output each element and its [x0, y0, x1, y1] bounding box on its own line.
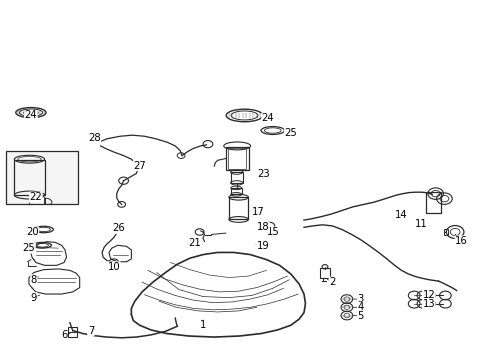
Bar: [68, 327, 77, 337]
Text: 25: 25: [284, 128, 297, 138]
Text: 20: 20: [26, 227, 39, 237]
Bar: [320, 267, 329, 278]
Text: 6: 6: [61, 330, 67, 340]
Text: 12: 12: [422, 291, 434, 301]
Bar: [444, 229, 447, 234]
Text: 28: 28: [88, 133, 101, 143]
Bar: [425, 192, 440, 213]
Bar: [14, 160, 44, 195]
Text: 15: 15: [266, 227, 279, 237]
Text: 9: 9: [31, 293, 37, 303]
Text: 4: 4: [357, 302, 363, 312]
Text: 23: 23: [257, 168, 270, 179]
Bar: [230, 172, 243, 183]
Text: 24: 24: [261, 113, 274, 123]
Text: 22: 22: [29, 192, 42, 202]
Text: 19: 19: [256, 241, 269, 251]
Bar: [225, 147, 249, 170]
Text: 3: 3: [357, 294, 363, 304]
Bar: [228, 197, 248, 220]
Text: 8: 8: [31, 275, 37, 285]
Bar: [5, 151, 78, 204]
Text: 10: 10: [107, 262, 120, 272]
Text: 1: 1: [200, 320, 206, 330]
Text: 2: 2: [328, 277, 335, 287]
Text: 5: 5: [357, 311, 363, 320]
Text: 14: 14: [394, 210, 407, 220]
Text: 26: 26: [112, 224, 125, 233]
Text: 24: 24: [24, 111, 37, 121]
Bar: [228, 148, 245, 168]
Text: 21: 21: [188, 238, 201, 248]
Text: 13: 13: [422, 299, 434, 309]
Text: 25: 25: [22, 243, 35, 253]
Text: 27: 27: [133, 161, 146, 171]
Text: 16: 16: [454, 236, 467, 246]
Text: 17: 17: [251, 207, 264, 217]
Bar: [230, 188, 241, 194]
Text: 18: 18: [256, 222, 269, 232]
Text: 11: 11: [414, 219, 427, 229]
Text: 7: 7: [87, 325, 94, 336]
